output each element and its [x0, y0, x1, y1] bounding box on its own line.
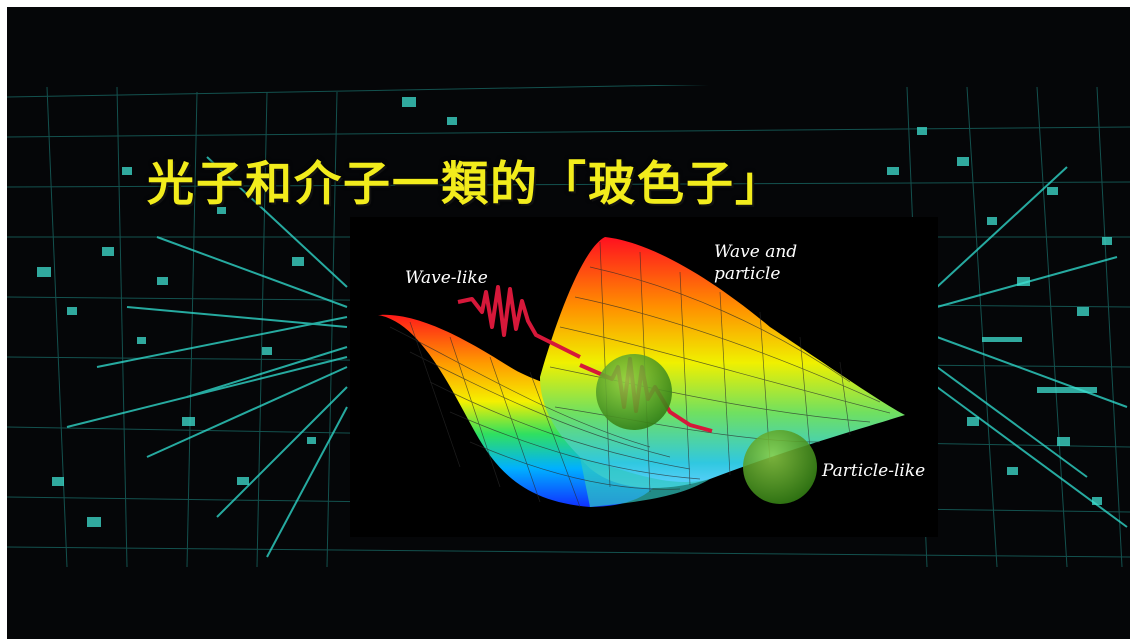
wave-squiggle — [457, 285, 581, 359]
wave-particle-diagram: Wave-like Wave and particle Particle-lik… — [350, 217, 938, 537]
particle-like-label: Particle-like — [822, 461, 926, 481]
particle-tracks-background — [7, 7, 1130, 639]
page-title: 光子和介子一類的「玻色子」 — [147, 157, 784, 212]
wave-like-label: Wave-like — [405, 268, 488, 288]
wave-particle-sphere — [596, 354, 672, 430]
wave-and-particle-label: Wave and particle — [714, 242, 798, 284]
particle-sphere — [743, 430, 817, 504]
image-frame: 光子和介子一類的「玻色子」 — [7, 7, 1130, 639]
potential-surface-graphic — [378, 237, 905, 508]
